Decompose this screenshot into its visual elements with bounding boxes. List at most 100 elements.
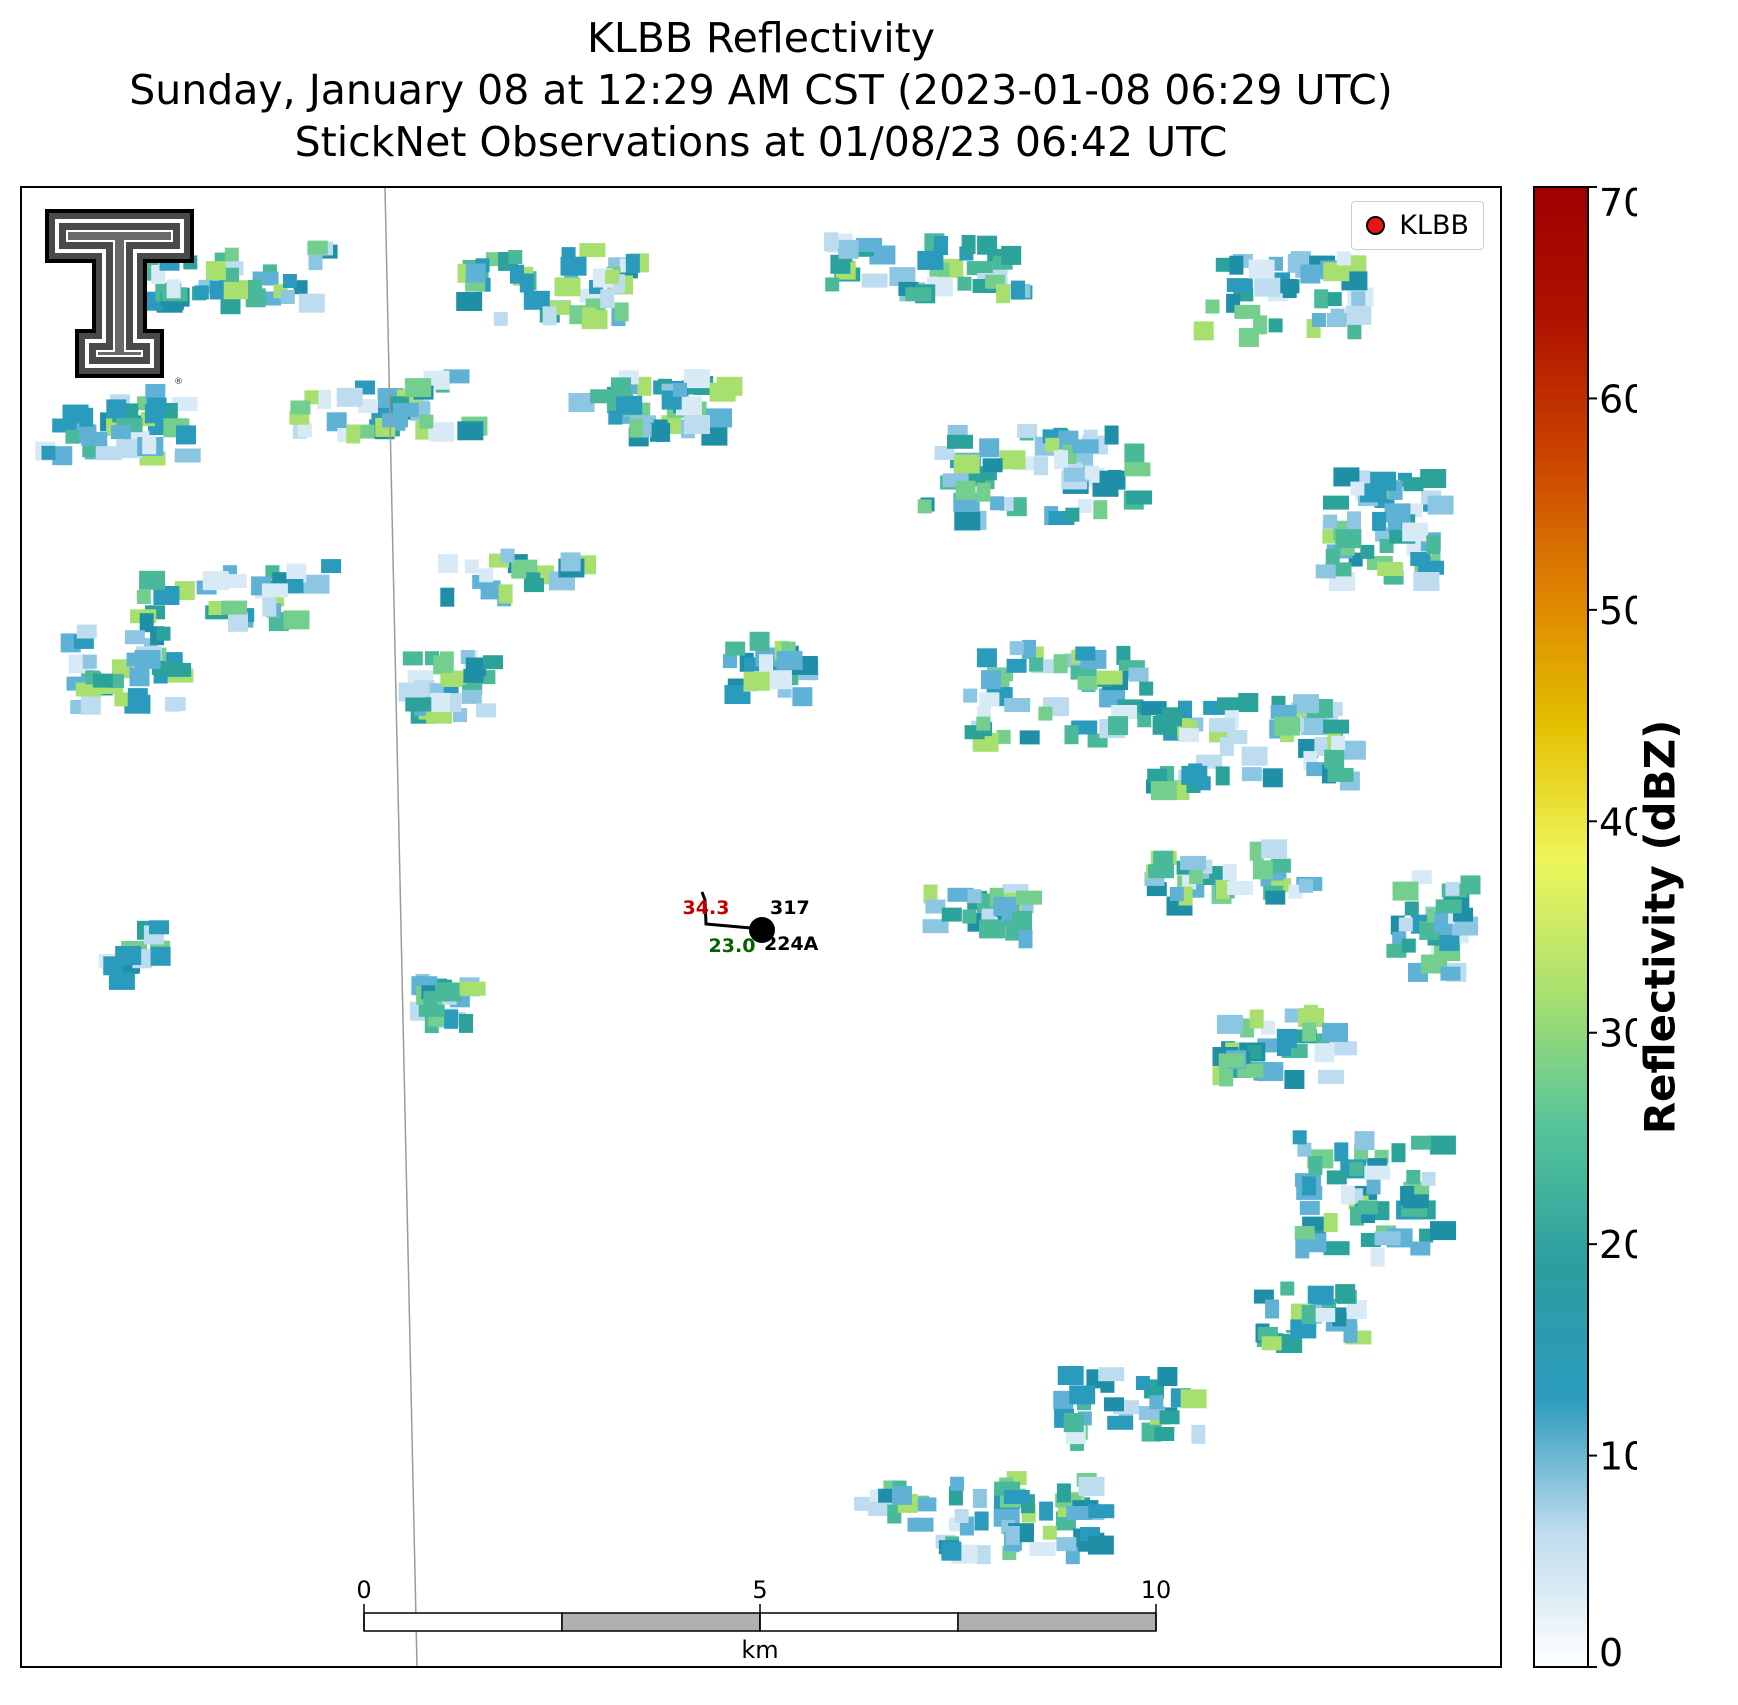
echo-cell	[124, 630, 145, 645]
echo-cell	[1356, 470, 1371, 485]
echo-cell	[1411, 870, 1432, 885]
echo-cell	[1088, 1504, 1115, 1519]
echo-cell	[1410, 552, 1431, 566]
echo-cell	[321, 559, 342, 574]
echo-cell	[941, 907, 962, 922]
echo-cell	[166, 279, 181, 299]
echo-cell	[1323, 495, 1349, 510]
echo-cell	[1196, 776, 1211, 791]
echo-cell	[560, 256, 587, 276]
radar-map[interactable]: 34.3 317 23.0 224A 0 5 10 km ® KLBB	[20, 186, 1502, 1668]
figure-title: KLBB Reflectivity Sunday, January 08 at …	[20, 12, 1502, 168]
echo-cell	[1234, 304, 1261, 319]
echo-cell	[82, 654, 97, 669]
echo-cell	[981, 670, 1001, 690]
echo-cell	[1045, 437, 1060, 452]
echo-cell	[953, 454, 980, 474]
echo-cell	[776, 650, 803, 670]
echo-cell	[1326, 1170, 1347, 1185]
station-dewpoint: 23.0	[709, 935, 756, 957]
echo-cell	[1216, 880, 1230, 900]
echo-cell	[221, 600, 248, 615]
echo-cell	[1406, 1169, 1421, 1184]
echo-cell	[283, 579, 304, 593]
echo-cell	[209, 280, 224, 300]
echo-cell	[205, 261, 226, 281]
echo-cell	[1069, 1385, 1096, 1405]
echo-cell	[917, 499, 932, 514]
colorbar-tick-50: 50	[1599, 589, 1637, 633]
echo-cell	[1260, 1020, 1275, 1035]
echo-cell	[922, 919, 949, 934]
echo-cell	[1138, 1406, 1165, 1421]
klbb-marker-icon	[1366, 216, 1386, 235]
echo-cell	[459, 1013, 473, 1033]
echo-cell	[967, 889, 982, 904]
echo-cell	[95, 446, 122, 461]
echo-cell	[1238, 327, 1259, 347]
echo-cell	[1277, 1037, 1291, 1057]
echo-cell	[1107, 1415, 1134, 1430]
radar-echo-layer: 34.3 317 23.0 224A 0 5 10 km	[35, 188, 1481, 1666]
echo-cell	[1072, 439, 1099, 454]
echo-cell	[1322, 1022, 1349, 1042]
echo-cell	[1346, 1300, 1367, 1320]
station-temperature: 34.3	[683, 897, 730, 919]
echo-cell	[116, 439, 143, 459]
echo-cell	[456, 292, 483, 311]
echo-cell	[500, 548, 515, 563]
echo-cell	[723, 654, 737, 669]
echo-cell	[1270, 858, 1291, 873]
echo-cell	[1205, 299, 1220, 314]
echo-cell	[1326, 313, 1347, 328]
echo-cell	[153, 586, 180, 605]
echo-cell	[709, 382, 736, 402]
echo-cell	[957, 276, 972, 291]
echo-cell	[1315, 1308, 1336, 1322]
echo-cell	[142, 435, 157, 455]
echo-cell	[1157, 1367, 1178, 1386]
echo-cell	[1290, 1319, 1317, 1339]
echo-cell	[1343, 1323, 1358, 1343]
echo-cell	[432, 427, 453, 442]
echo-cell	[1420, 469, 1447, 488]
echo-cell	[629, 418, 644, 438]
echo-cell	[1262, 768, 1283, 788]
echo-cell	[1327, 292, 1342, 307]
echo-cell	[272, 572, 287, 587]
echo-cell	[1227, 730, 1248, 744]
echo-cell	[437, 554, 458, 574]
echo-cell	[856, 237, 883, 252]
county-boundary-line	[384, 188, 418, 1666]
colorbar-tick-10: 10	[1599, 1435, 1637, 1479]
echo-cell	[1087, 1535, 1114, 1555]
echo-cell	[1012, 910, 1032, 930]
echo-cell	[963, 688, 978, 703]
echo-cell	[1300, 264, 1321, 284]
station-marker	[749, 917, 775, 943]
echo-cell	[1063, 467, 1090, 482]
echo-cell	[1077, 675, 1098, 690]
echo-cell	[127, 688, 148, 708]
echo-cell	[220, 295, 241, 315]
echo-cell	[526, 572, 541, 587]
echo-cell	[483, 655, 503, 670]
title-line-1: KLBB Reflectivity	[587, 14, 935, 62]
echo-cell	[202, 571, 229, 591]
echo-cell	[1180, 855, 1207, 870]
echo-cell	[966, 261, 993, 276]
echo-cell	[600, 289, 615, 309]
echo-cell	[1403, 477, 1424, 492]
echo-cell	[1304, 1004, 1319, 1019]
echo-cell	[1056, 1483, 1071, 1503]
echo-cell	[743, 671, 770, 691]
echo-cell	[1347, 511, 1361, 531]
echo-cell	[1180, 1389, 1207, 1409]
echo-cell	[1323, 1241, 1350, 1256]
echo-cell	[1124, 443, 1145, 463]
echo-cell	[1302, 1176, 1317, 1196]
echo-cell	[156, 626, 171, 641]
echo-cell	[1402, 522, 1429, 542]
echo-cell	[990, 496, 1005, 511]
echo-cell	[1108, 716, 1128, 736]
